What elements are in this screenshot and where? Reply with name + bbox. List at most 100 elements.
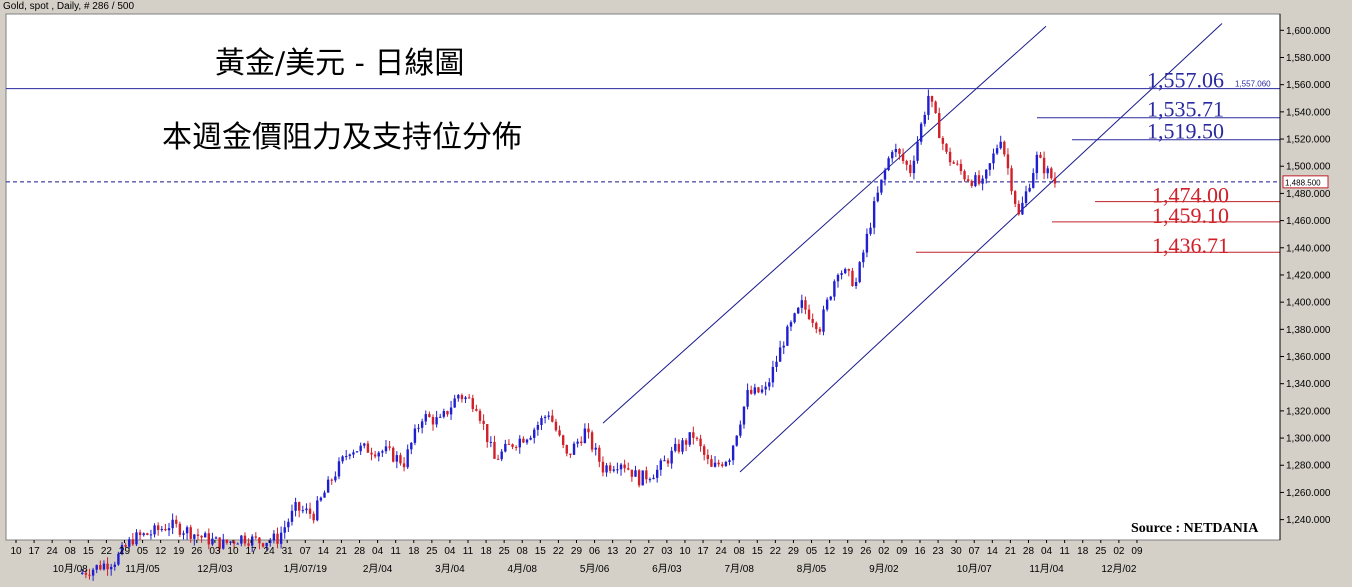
candle-body [1046,168,1049,174]
candle [193,533,196,546]
candle [446,410,449,417]
candle [1050,166,1053,180]
x-tick-label: 11 [390,546,401,557]
candle [952,160,955,164]
candle-body [941,138,945,144]
candle-body [818,329,822,332]
candle-body [449,407,453,415]
candle [641,470,644,486]
candle-body [807,309,811,320]
candle-body [529,437,532,440]
candle-body [833,281,836,297]
candle [518,435,521,454]
candle-body [478,410,482,421]
candle-body [601,461,605,473]
x-tick-label: 07 [300,546,312,557]
candle [529,435,532,441]
candle-body [793,313,796,323]
candle-body [420,421,424,428]
candle-body [590,432,594,450]
x-tick-label: 26 [860,546,872,557]
candle [627,462,630,471]
candle [742,406,746,429]
candle-body [113,564,116,567]
candle-body [471,398,474,409]
candle [1028,183,1031,193]
candle-body [822,309,825,332]
candle [753,383,757,396]
candle [334,471,337,483]
candle [818,326,822,335]
candle-body [641,470,644,486]
candle-body [894,148,898,153]
candle-body [872,201,876,228]
candle [891,150,894,163]
candle [948,147,952,166]
candle [938,107,941,139]
candle [218,537,221,553]
candle [323,490,326,498]
candle [601,456,605,477]
candle-body [384,446,388,452]
candle-body [970,180,973,186]
candle-body [439,416,442,418]
candle [721,461,724,468]
candle-body [551,415,554,422]
chart-subtitle: 本週金價阻力及支持位分佈 [162,120,522,155]
candle-body [598,447,601,462]
candle [276,527,279,549]
candle [1006,148,1010,175]
candle [424,410,427,426]
x-tick-label: 13 [607,546,619,557]
candle-body [558,430,561,436]
candle [1010,165,1013,195]
x-tick-label: 09 [1131,546,1143,557]
candle-body [352,452,355,455]
candle [1032,168,1035,189]
candle [457,394,460,402]
candle [258,537,261,550]
x-tick-label: 17 [29,546,41,557]
x-tick-label: 15 [535,546,547,557]
candle-body [533,429,536,438]
candle-body [883,170,887,180]
candles [81,89,1057,581]
candle-body [363,443,366,446]
candle [214,536,218,539]
candle [677,439,681,454]
x-tick-label: 20 [625,546,637,557]
candle [605,463,608,477]
candle-body [193,534,196,539]
candle [533,427,536,444]
x-axis: 10 17 24 08 15 22 29 05 12 19 26 03 10 17 24 31 07 14 21 28… [10,540,1143,575]
x-tick-label: 26 [191,546,203,557]
candle-body [695,437,699,439]
candle [728,458,731,466]
x-tick-label: 24 [264,546,276,557]
x-tick-label: 24 [716,546,728,557]
candle [149,529,153,540]
candle [399,452,402,466]
candle-body [214,537,218,539]
candle [623,459,626,473]
candle-body [851,270,854,286]
candle-body [862,252,865,263]
candle [135,529,138,546]
candle-body [731,445,735,461]
y-axis: 1,600.000 1,580.000 1,560.000 1,540.000 1,52… [1279,14,1331,540]
candle [211,532,214,546]
candle-body [811,319,814,323]
x-tick-label: 10 [10,546,22,557]
y-tick-label: 1,240.000 [1286,515,1331,526]
y-tick-label: 1,440.000 [1286,243,1331,254]
candle-body [84,572,88,575]
candle [652,474,655,480]
candle [106,557,109,576]
candle-body [250,536,254,546]
candle [1021,196,1024,216]
candle [760,384,764,394]
candle-body [1035,154,1039,174]
y-tick-label: 1,500.000 [1286,162,1331,173]
candle [724,460,728,467]
